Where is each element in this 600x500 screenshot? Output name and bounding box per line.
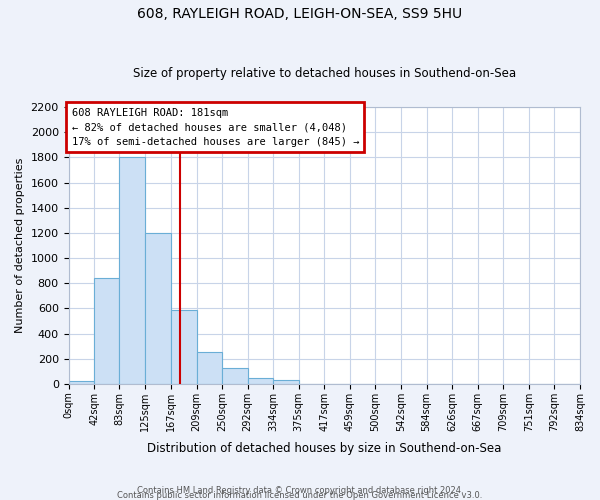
X-axis label: Distribution of detached houses by size in Southend-on-Sea: Distribution of detached houses by size … [147, 442, 502, 455]
Bar [222, 368, 248, 384]
Title: Size of property relative to detached houses in Southend-on-Sea: Size of property relative to detached ho… [133, 66, 516, 80]
Bar [119, 158, 145, 384]
Bar [274, 380, 299, 384]
Text: Contains public sector information licensed under the Open Government Licence v3: Contains public sector information licen… [118, 490, 482, 500]
Bar [171, 310, 197, 384]
Text: 608 RAYLEIGH ROAD: 181sqm
← 82% of detached houses are smaller (4,048)
17% of se: 608 RAYLEIGH ROAD: 181sqm ← 82% of detac… [71, 108, 359, 148]
Bar [68, 380, 94, 384]
Bar [94, 278, 119, 384]
Text: 608, RAYLEIGH ROAD, LEIGH-ON-SEA, SS9 5HU: 608, RAYLEIGH ROAD, LEIGH-ON-SEA, SS9 5H… [137, 8, 463, 22]
Bar [248, 378, 274, 384]
Bar [145, 233, 171, 384]
Y-axis label: Number of detached properties: Number of detached properties [15, 158, 25, 333]
Text: Contains HM Land Registry data © Crown copyright and database right 2024.: Contains HM Land Registry data © Crown c… [137, 486, 463, 495]
Bar [197, 352, 222, 384]
